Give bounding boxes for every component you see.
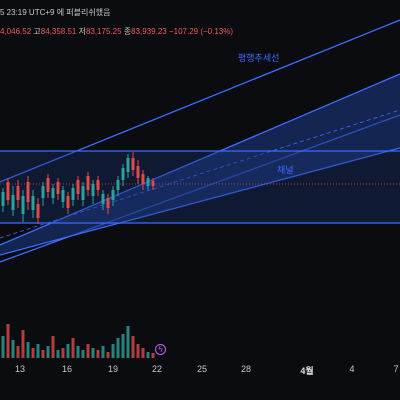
- axis-tick: 19: [107, 364, 119, 374]
- annotation-channel[interactable]: 채널: [277, 165, 294, 175]
- open-value: 4,046.52: [0, 27, 32, 36]
- axis-tick: 4: [349, 364, 355, 374]
- annotation-parallel-channel[interactable]: 평행추세선: [238, 53, 280, 63]
- axis-tick: 16: [61, 364, 73, 374]
- high-value: 84,358.51: [40, 27, 77, 36]
- horizontal-range[interactable]: [0, 150, 400, 224]
- time-axis[interactable]: 13 16 19 22 25 28 4월 4 7: [0, 364, 400, 378]
- high-label: 고: [33, 27, 41, 36]
- channel-fill: [0, 74, 400, 255]
- axis-tick: 4월: [300, 366, 314, 376]
- channel-bottom-line[interactable]: [0, 147, 400, 256]
- ohlc-row: 4,046.52 고84,358.51 저83,175.25 종83,939.2…: [0, 26, 233, 37]
- axis-tick: 25: [196, 364, 208, 374]
- parallel-channel-upper-line[interactable]: [0, 19, 400, 183]
- channel-drawing[interactable]: [0, 73, 400, 256]
- low-label: 저: [78, 27, 86, 36]
- axis-tick: 13: [14, 364, 26, 374]
- change-value: −107.29 (−0.13%): [168, 27, 234, 36]
- range-fill: [0, 151, 400, 223]
- lightning-icon[interactable]: ϟ: [155, 344, 166, 355]
- volume-bars: [1, 324, 155, 358]
- candlesticks: [1, 152, 155, 224]
- axis-tick: 22: [151, 364, 163, 374]
- close-value: 83,939.23: [131, 27, 167, 36]
- axis-tick: 7: [393, 364, 399, 374]
- ohlc-infobar: 4,046.52 고84,358.51 저83,175.25 종83,939.2…: [0, 0, 400, 44]
- publish-text: 5 23:19 UTC+9 에 퍼블리쉬했음: [0, 8, 111, 17]
- publish-timestamp: 5 23:19 UTC+9 에 퍼블리쉬했음: [0, 7, 110, 18]
- low-value: 83,175.25: [85, 27, 122, 36]
- close-label: 종: [123, 27, 132, 36]
- axis-tick: 28: [240, 364, 252, 374]
